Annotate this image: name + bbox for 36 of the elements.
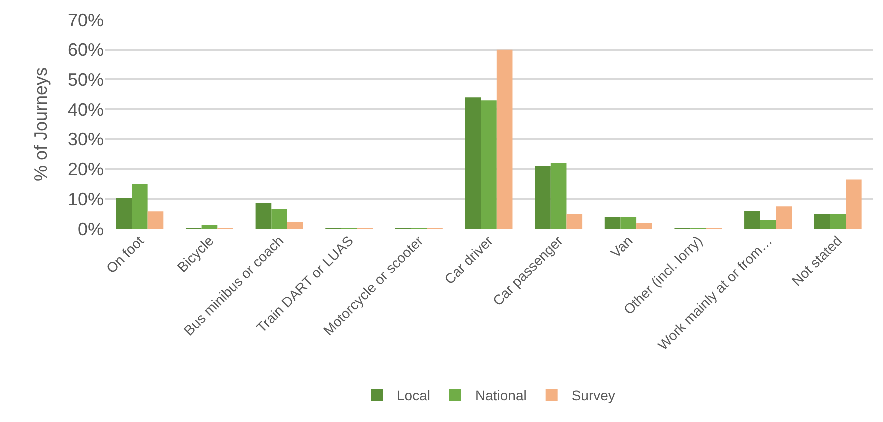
y-tick-label: 60% xyxy=(68,40,104,60)
bar xyxy=(496,50,513,229)
x-tick-label: Van xyxy=(608,232,636,261)
x-tick-label: On foot xyxy=(103,232,148,277)
bar xyxy=(760,220,776,229)
bar xyxy=(604,217,621,229)
bar xyxy=(202,225,218,229)
legend-label: Local xyxy=(397,388,430,404)
bar xyxy=(481,100,497,229)
y-tick-label: 50% xyxy=(68,70,104,90)
y-tick-label: 20% xyxy=(68,160,104,180)
bar xyxy=(272,209,288,229)
legend-label: Survey xyxy=(572,388,616,404)
bar xyxy=(636,223,652,229)
bar xyxy=(744,211,760,229)
legend-label: National xyxy=(475,388,527,404)
bar xyxy=(814,214,830,229)
y-tick-label: 70% xyxy=(68,10,104,30)
bar xyxy=(566,214,583,229)
bar xyxy=(846,180,862,229)
y-tick-label: 0% xyxy=(78,219,104,240)
y-tick-label: 40% xyxy=(68,100,104,120)
bar xyxy=(116,198,132,229)
bar xyxy=(550,163,567,229)
y-tick-label: 10% xyxy=(68,189,104,210)
bar xyxy=(287,222,304,229)
bar xyxy=(535,166,551,229)
bar xyxy=(830,214,846,229)
bar xyxy=(256,203,272,229)
bar xyxy=(620,217,637,229)
bar xyxy=(776,206,792,229)
bar xyxy=(148,212,164,229)
y-tick-label: 30% xyxy=(68,130,104,150)
bar xyxy=(465,98,482,229)
bar xyxy=(132,184,148,229)
y-axis-title: % of Journeys xyxy=(31,67,52,182)
